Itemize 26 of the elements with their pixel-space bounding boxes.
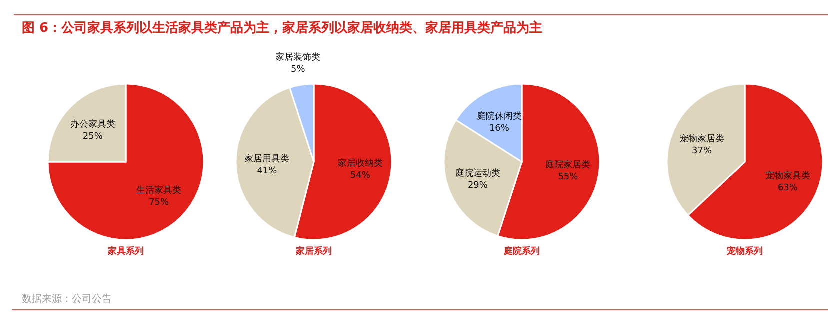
data-label: 5% xyxy=(290,64,306,75)
text: 宠物系列 xyxy=(726,246,763,257)
text: 图 6：公司家具系列以生活家具类产品为主，家居系列以家居收纳类、家居用具类产品为主 xyxy=(22,20,543,36)
slice-label: 家居装饰类 xyxy=(276,52,321,63)
text: 庭院系列 xyxy=(503,246,540,257)
slice-label: 庭院家居类 xyxy=(546,159,591,170)
source-note: 数据来源：公司公告 xyxy=(22,293,112,305)
slice-label: 庭院运动类 xyxy=(455,168,500,179)
data-label: 29% xyxy=(468,180,488,191)
slice-label: 生活家具类 xyxy=(136,185,182,196)
slice-label: 办公家具类 xyxy=(70,118,116,130)
text: 家居系列 xyxy=(295,246,332,257)
data-label: 41% xyxy=(257,166,278,176)
slice-label: 宠物家居类 xyxy=(680,133,725,144)
data-label: 37% xyxy=(692,146,712,156)
slice-label: 宠物家具类 xyxy=(765,170,810,182)
slice-label: 家居用具类 xyxy=(244,153,290,164)
slice-label: 家居收纳类 xyxy=(338,158,383,169)
slice-label: 庭院休闲类 xyxy=(476,110,522,122)
data-label: 16% xyxy=(489,124,510,134)
data-label: 54% xyxy=(350,170,371,181)
data-label: 63% xyxy=(778,184,798,194)
data-label: 25% xyxy=(82,132,104,142)
data-label: 55% xyxy=(558,172,579,182)
text: 家具系列 xyxy=(107,246,144,257)
data-label: 75% xyxy=(149,198,170,208)
